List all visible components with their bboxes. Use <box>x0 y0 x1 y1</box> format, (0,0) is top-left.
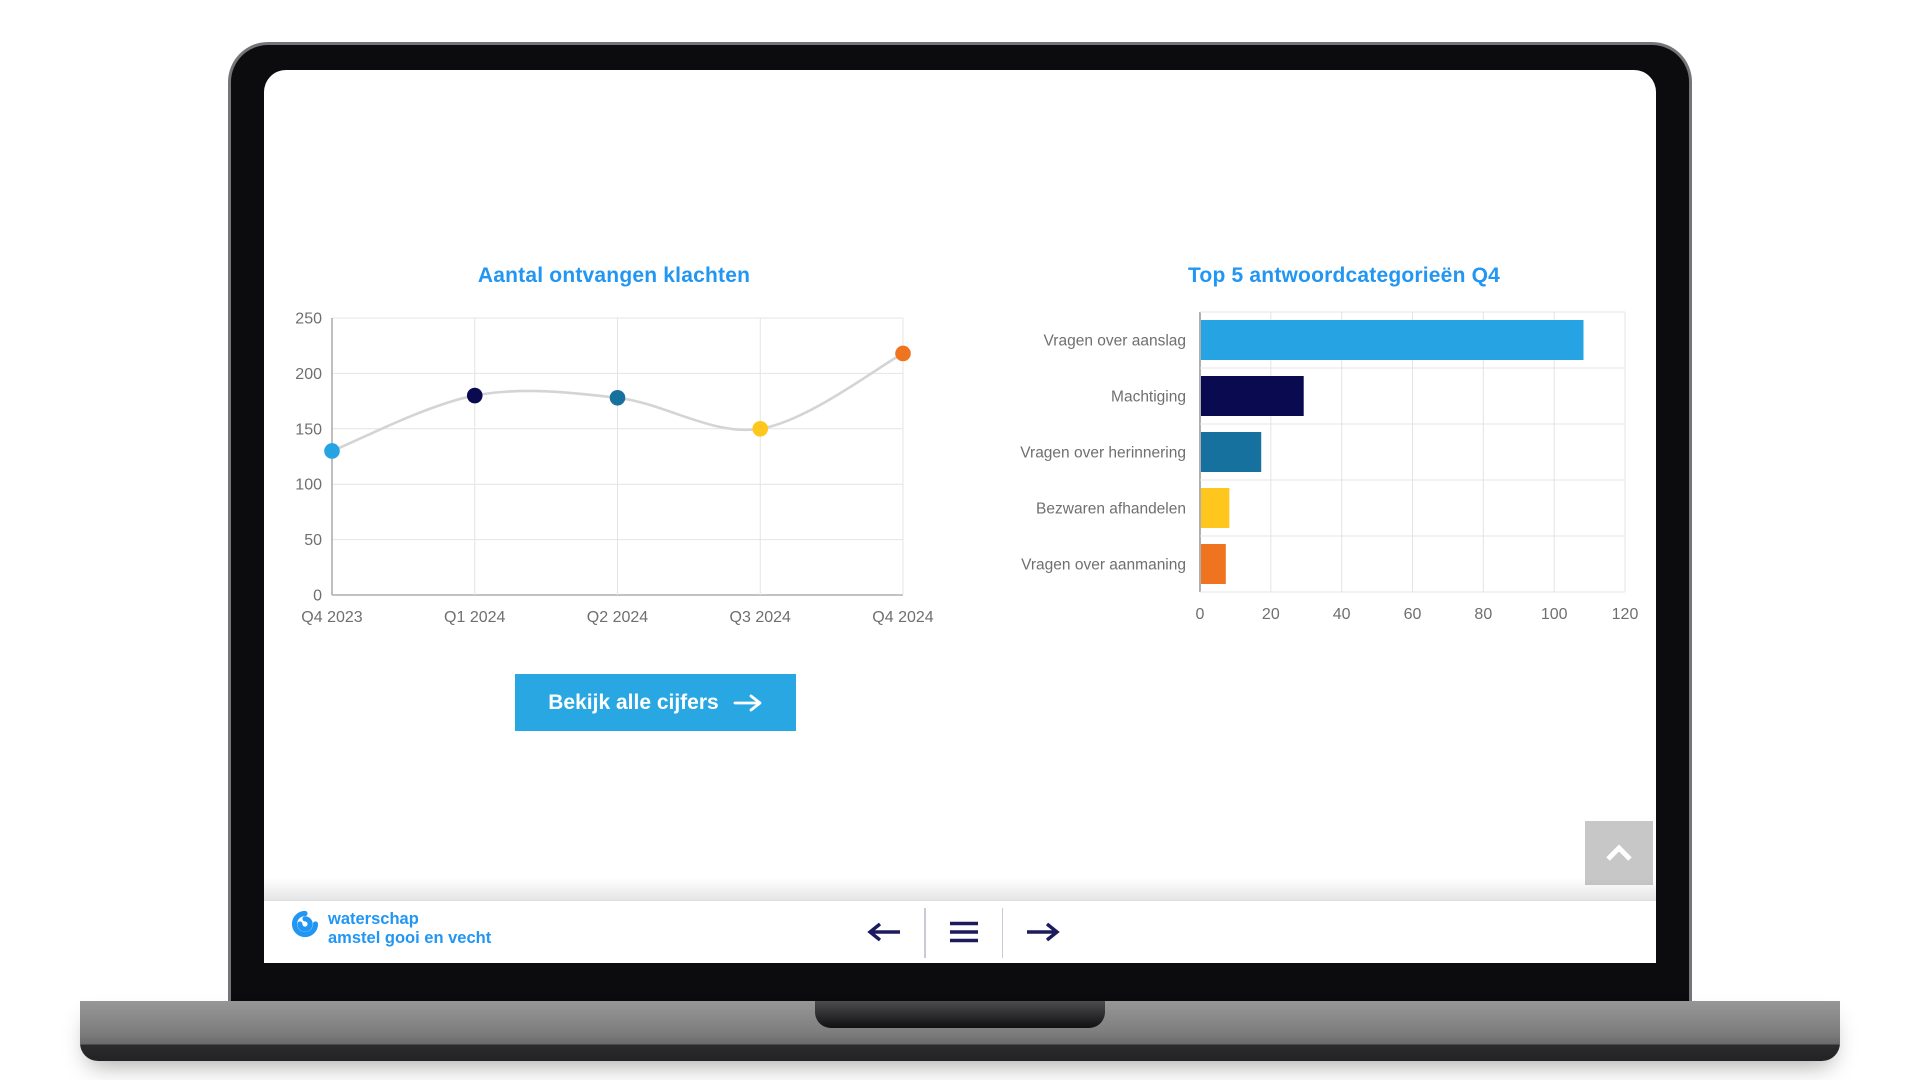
nav-forward-button[interactable] <box>1003 901 1083 963</box>
menu-icon <box>949 921 978 943</box>
svg-text:Machtiging: Machtiging <box>1111 389 1186 406</box>
cta-label: Bekijk alle cijfers <box>548 690 719 714</box>
svg-text:Vragen over herinnering: Vragen over herinnering <box>1020 445 1186 462</box>
line-chart: 0 50 100 150 200 250 Q4 2023 Q1 2024 Q2 2024 Q3 2… <box>295 311 933 627</box>
svg-text:0: 0 <box>313 588 322 605</box>
laptop-base <box>80 1001 1840 1061</box>
svg-text:Q4 2024: Q4 2024 <box>872 609 933 626</box>
svg-text:80: 80 <box>1474 606 1492 623</box>
nav-menu-button[interactable] <box>926 901 1002 963</box>
svg-text:40: 40 <box>1333 606 1351 623</box>
arrow-right-icon <box>1027 922 1060 942</box>
laptop-frame: Aantal ontvangen klachten 0 50 100 150 200 25… <box>228 42 1692 1003</box>
svg-text:Bezwaren afhandelen: Bezwaren afhandelen <box>1036 501 1186 518</box>
footer-nav <box>844 901 1083 963</box>
svg-text:Vragen over aanmaning: Vragen over aanmaning <box>1021 557 1186 574</box>
arrow-left-icon <box>867 922 900 942</box>
svg-text:120: 120 <box>1612 606 1639 623</box>
svg-text:100: 100 <box>1541 606 1568 623</box>
svg-text:200: 200 <box>295 366 322 383</box>
laptop-hinge-notch <box>815 1001 1105 1028</box>
logo-line-1: waterschap <box>328 910 419 928</box>
view-all-figures-button[interactable]: Bekijk alle cijfers <box>515 674 796 731</box>
logo-line-2: amstel gooi en vecht <box>328 928 492 947</box>
logo-text: waterschap amstel gooi en vecht <box>328 910 491 948</box>
nav-divider <box>924 908 926 958</box>
svg-text:Q3 2024: Q3 2024 <box>730 609 791 626</box>
svg-text:60: 60 <box>1404 606 1422 623</box>
footer: waterschap amstel gooi en vecht <box>264 878 1656 963</box>
svg-text:20: 20 <box>1262 606 1280 623</box>
svg-text:Q4 2023: Q4 2023 <box>301 609 362 626</box>
svg-text:Vragen over aanslag: Vragen over aanslag <box>1044 333 1186 350</box>
bar-chart-title: Top 5 antwoordcategorieën Q4 <box>1187 264 1501 287</box>
chevron-up-icon <box>1606 844 1632 861</box>
line-chart-title: Aantal ontvangen klachten <box>477 264 751 287</box>
svg-text:0: 0 <box>1196 606 1205 623</box>
footer-logo: waterschap amstel gooi en vecht <box>291 910 491 948</box>
svg-text:100: 100 <box>295 477 322 494</box>
laptop-screen: Aantal ontvangen klachten 0 50 100 150 200 25… <box>264 70 1656 963</box>
svg-text:50: 50 <box>304 532 322 549</box>
nav-back-button[interactable] <box>844 901 924 963</box>
svg-text:Q2 2024: Q2 2024 <box>587 609 648 626</box>
nav-divider <box>1001 908 1003 958</box>
svg-text:250: 250 <box>295 311 322 328</box>
svg-text:150: 150 <box>295 421 322 438</box>
scroll-to-top-button[interactable] <box>1585 821 1653 885</box>
waterschap-logo-icon <box>291 910 319 938</box>
svg-text:Q1 2024: Q1 2024 <box>444 609 505 626</box>
bar-chart: 0 20 40 60 80 100 120 Vragen over aanslag Machti… <box>1020 311 1639 623</box>
arrow-right-icon <box>733 694 762 711</box>
